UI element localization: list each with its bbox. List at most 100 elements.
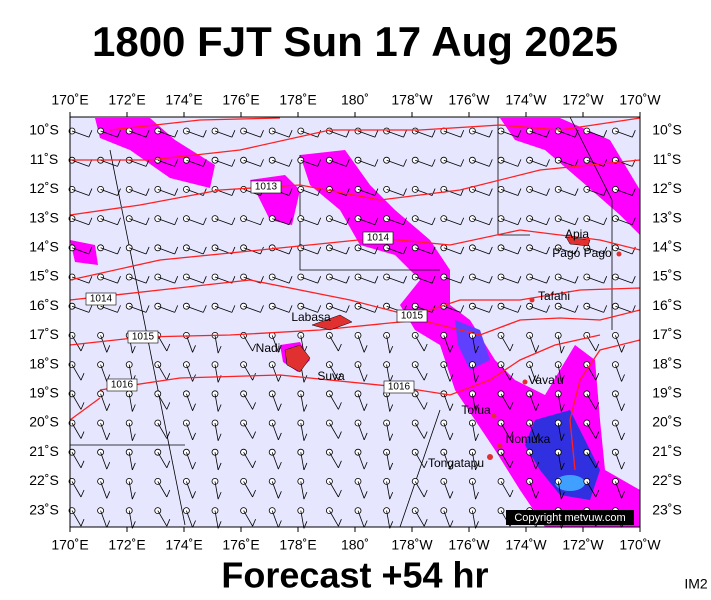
barb-staff: [214, 393, 219, 412]
barb-staff: [128, 510, 133, 529]
barb-feather: [595, 402, 600, 410]
barb-feather: [303, 375, 308, 383]
isobar-label-box: [85, 292, 117, 306]
barb-staff: [357, 393, 365, 411]
isobar-label: 1013: [255, 182, 278, 193]
barb-staff: [529, 364, 537, 382]
barb-staff: [557, 481, 562, 500]
latitude-label: 22˚S: [29, 472, 59, 488]
barb-staff: [386, 452, 391, 470]
barb-staff: [443, 247, 461, 255]
barb-feather: [546, 305, 550, 313]
barb-staff: [71, 335, 82, 352]
barb-feather: [560, 345, 565, 354]
barb-staff: [615, 305, 633, 313]
barb-staff: [100, 189, 118, 196]
island: [311, 314, 353, 331]
barb-staff: [500, 218, 519, 226]
barb-staff: [329, 276, 347, 284]
barb-feather: [231, 305, 236, 313]
barb-staff: [615, 218, 633, 226]
longitude-label: 174˚W: [505, 537, 547, 553]
barb-feather: [403, 129, 407, 138]
station: [354, 507, 362, 515]
barb-staff: [300, 247, 318, 255]
barb-feather: [460, 217, 465, 225]
latitude-label: 12˚S: [29, 180, 59, 196]
barb-feather: [475, 345, 479, 354]
barb-feather: [117, 217, 121, 225]
barb-feather: [509, 373, 514, 381]
latitude-label: 18˚S: [29, 355, 59, 371]
latitude-label: 23˚S: [29, 501, 59, 517]
barb-feather: [449, 520, 454, 528]
latitude-label: 23˚S: [652, 501, 682, 517]
barb-feather: [488, 217, 493, 225]
barb-staff: [472, 305, 490, 313]
island: [491, 413, 497, 419]
barb-feather: [460, 246, 465, 255]
barb-feather: [535, 345, 540, 353]
barb-staff: [100, 130, 118, 138]
longitude-label: 174˚E: [165, 537, 202, 553]
barb-feather: [595, 460, 600, 468]
barb-staff: [71, 189, 90, 196]
barb-staff: [329, 422, 339, 439]
barb-staff: [71, 422, 82, 439]
barb-feather: [431, 275, 436, 284]
barb-staff: [186, 364, 193, 382]
barb-feather: [338, 373, 342, 381]
barb-feather: [303, 433, 308, 441]
barb-staff: [472, 481, 476, 500]
barb-feather: [574, 129, 579, 138]
barb-staff: [472, 510, 476, 529]
latitude-label: 18˚S: [652, 355, 682, 371]
barb-staff: [71, 276, 90, 284]
barb-feather: [288, 246, 293, 255]
barb-staff: [414, 422, 425, 439]
barb-staff: [500, 130, 519, 138]
barb-staff: [357, 159, 376, 167]
barb-feather: [166, 343, 171, 352]
barb-feather: [317, 246, 322, 255]
barb-feather: [288, 305, 293, 313]
boundary: [299, 155, 440, 271]
barb-staff: [329, 159, 347, 167]
barb-feather: [374, 246, 379, 255]
barb-staff: [529, 422, 537, 441]
barb-staff: [414, 481, 425, 498]
barb-feather: [509, 431, 514, 439]
land: [284, 236, 622, 460]
barb-staff: [100, 481, 108, 499]
barb-feather: [423, 402, 428, 410]
barb-feather: [145, 275, 150, 284]
barb-feather: [80, 402, 85, 410]
barb-feather: [431, 159, 436, 167]
island: [487, 454, 493, 460]
barb-feather: [338, 489, 342, 498]
barb-feather: [403, 275, 407, 284]
isobar-label: 1014: [367, 233, 390, 244]
barb-staff: [71, 481, 82, 498]
barb-staff: [329, 510, 339, 527]
barb-feather: [317, 188, 322, 196]
barb-staff: [414, 452, 425, 468]
barb-staff: [472, 189, 490, 196]
barb-staff: [71, 364, 82, 381]
isobar-label: 1015: [132, 332, 155, 343]
labels: 170˚E 170˚E 172˚E 172˚E 174˚E 174˚E 176˚E 176˚E…: [29, 92, 682, 553]
barb-staff: [100, 247, 118, 255]
barb-feather: [574, 188, 579, 196]
barb-staff: [443, 510, 451, 528]
latitude-label: 22˚S: [652, 472, 682, 488]
barb-feather: [546, 217, 550, 225]
barb-staff: [443, 276, 461, 284]
isobar: [69, 229, 641, 281]
barb-staff: [157, 481, 168, 498]
barb-feather: [574, 246, 579, 255]
barb-feather: [252, 460, 256, 468]
barb-feather: [106, 345, 111, 353]
barb-staff: [615, 393, 622, 411]
barb-staff: [443, 218, 461, 226]
